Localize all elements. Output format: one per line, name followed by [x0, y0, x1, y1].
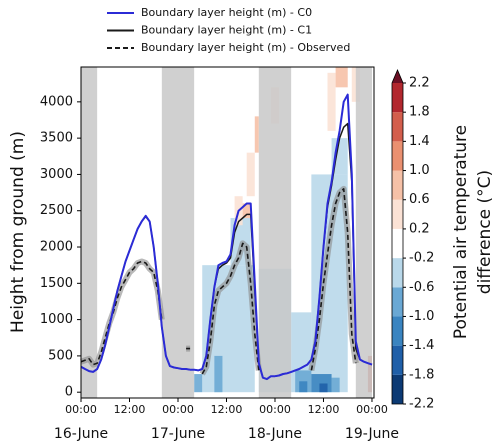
y-tick-label: 0: [65, 385, 73, 400]
line: [80, 188, 357, 375]
colorbar-tick-label: 0.6: [409, 192, 430, 207]
lines: [80, 93, 373, 381]
heatmap-cell: [242, 203, 251, 218]
heatmap-cell: [311, 174, 348, 393]
x-tick-label: 12:00: [114, 403, 146, 416]
colorbar-bin: [392, 112, 403, 142]
colorbar-tick-label: 0.2: [409, 221, 430, 236]
colorbar-bin: [392, 199, 403, 229]
y-tick-label: 2000: [40, 240, 73, 255]
colorbar-extend: [392, 70, 403, 83]
line: [80, 93, 373, 381]
colorbar-label: Potential air temperature: [451, 125, 471, 339]
colorbar-tick-label: -1.0: [409, 309, 434, 324]
y-tick-label: 500: [48, 348, 73, 363]
colorbar-tick-label: 1.4: [409, 134, 430, 149]
x-tick-label: 12:00: [308, 403, 340, 416]
colorbar-tick-label: -1.4: [409, 338, 434, 353]
axes: 0 500 1000 1500 2000 2500 3000 3500 4000 00:00 12:…: [40, 6, 495, 442]
night-band: [81, 67, 98, 398]
colorbar-frame: [391, 68, 404, 405]
date-label: 16-June: [54, 426, 108, 442]
colorbar-bin: [392, 228, 403, 259]
heatmap-cell: [254, 116, 259, 153]
colorbar-bin: [392, 258, 403, 288]
heatmap-cell: [246, 152, 255, 197]
x-tick-label: 00:00: [356, 403, 388, 416]
date-label: 17-June: [151, 426, 205, 442]
plot-frame: [80, 66, 375, 399]
colorbar-bin: [392, 287, 403, 317]
colorbar-bin: [392, 170, 403, 200]
colorbar-bin: [392, 345, 403, 375]
colorbar-bin: [392, 374, 403, 404]
y-tick-label: 3500: [40, 131, 73, 146]
legend-label: Boundary layer height (m) - C1: [141, 24, 312, 37]
night-band: [161, 67, 195, 398]
legend-label: Boundary layer height (m) - C0: [141, 6, 312, 19]
x-tick-label: 00:00: [65, 403, 97, 416]
colorbar-tick-label: 1.0: [409, 163, 430, 178]
y-tick-label: 3000: [40, 167, 73, 182]
heatmap-cell: [331, 377, 340, 393]
date-label: 18-June: [248, 426, 302, 442]
night-band: [258, 67, 292, 398]
legend-label: Boundary layer height (m) - Observed: [141, 41, 350, 54]
heatmap-cell: [335, 67, 348, 88]
x-tick-label: 12:00: [211, 403, 243, 416]
colorbar-tick-label: 1.8: [409, 105, 430, 120]
x-tick-label: 00:00: [162, 403, 194, 416]
y-axis-label: Height from ground (m): [8, 131, 28, 333]
night-bands: [81, 67, 372, 398]
colorbar-bin: [392, 316, 403, 346]
colorbar-tick-label: -0.2: [409, 251, 434, 266]
y-tick-label: 2500: [40, 203, 73, 218]
heatmap-cell: [299, 381, 308, 393]
y-tick-label: 1500: [40, 276, 73, 291]
y-tick-label: 1000: [40, 312, 73, 327]
heatmap-cell: [327, 72, 336, 131]
date-label: 19-June: [345, 426, 399, 442]
colorbar-label: difference (°C): [475, 170, 495, 294]
x-tick-label: 00:00: [259, 403, 291, 416]
heatmap-cell: [319, 383, 328, 393]
heatmap-cell: [214, 355, 223, 393]
colorbar-bin: [392, 141, 403, 171]
night-band: [355, 67, 372, 398]
colorbar-tick-label: -2.2: [409, 397, 434, 412]
colorbar-tick-label: 2.2: [409, 76, 430, 91]
colorbar-bin: [392, 83, 403, 113]
colorbar-tick-label: -1.8: [409, 367, 434, 382]
colorbar-tick-label: -0.6: [409, 280, 434, 295]
heatmap-cell: [194, 374, 203, 393]
y-tick-label: 4000: [40, 94, 73, 109]
